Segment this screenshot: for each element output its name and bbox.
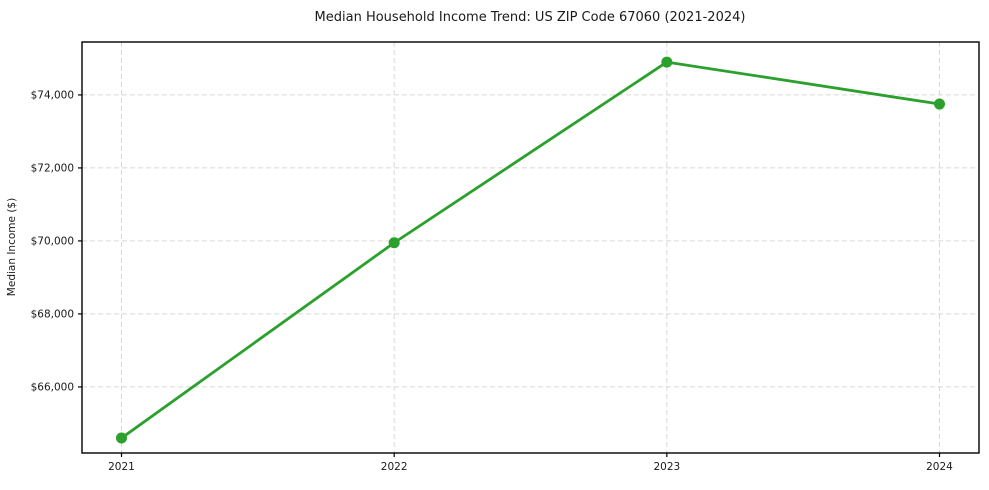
x-tick-label: 2024: [926, 461, 953, 473]
data-point-2023: [661, 56, 673, 68]
y-tick-label: $72,000: [31, 162, 74, 174]
y-tick-label: $66,000: [31, 381, 74, 393]
y-tick-label: $68,000: [31, 308, 74, 320]
income-trend-line: [120, 60, 941, 440]
tick-layer: 2021 2022 2023 2024 $66,000 $68,000 $70,000 $72…: [31, 89, 954, 473]
x-tick-label: 2021: [108, 461, 135, 473]
series-layer: [116, 56, 945, 444]
chart-title: Median Household Income Trend: US ZIP Co…: [315, 10, 746, 25]
y-axis-label: Median Income ($): [6, 198, 18, 296]
data-point-2024: [934, 98, 945, 110]
y-tick-label: $70,000: [31, 235, 74, 247]
x-tick-label: 2022: [381, 461, 408, 473]
x-tick-label: 2023: [653, 461, 680, 473]
grid-layer: [82, 42, 979, 453]
frame-layer: [81, 41, 980, 454]
data-point-2022: [388, 237, 400, 249]
y-tick-label: $74,000: [31, 89, 74, 101]
data-point-2021: [116, 432, 127, 444]
plot-frame: [81, 41, 980, 454]
